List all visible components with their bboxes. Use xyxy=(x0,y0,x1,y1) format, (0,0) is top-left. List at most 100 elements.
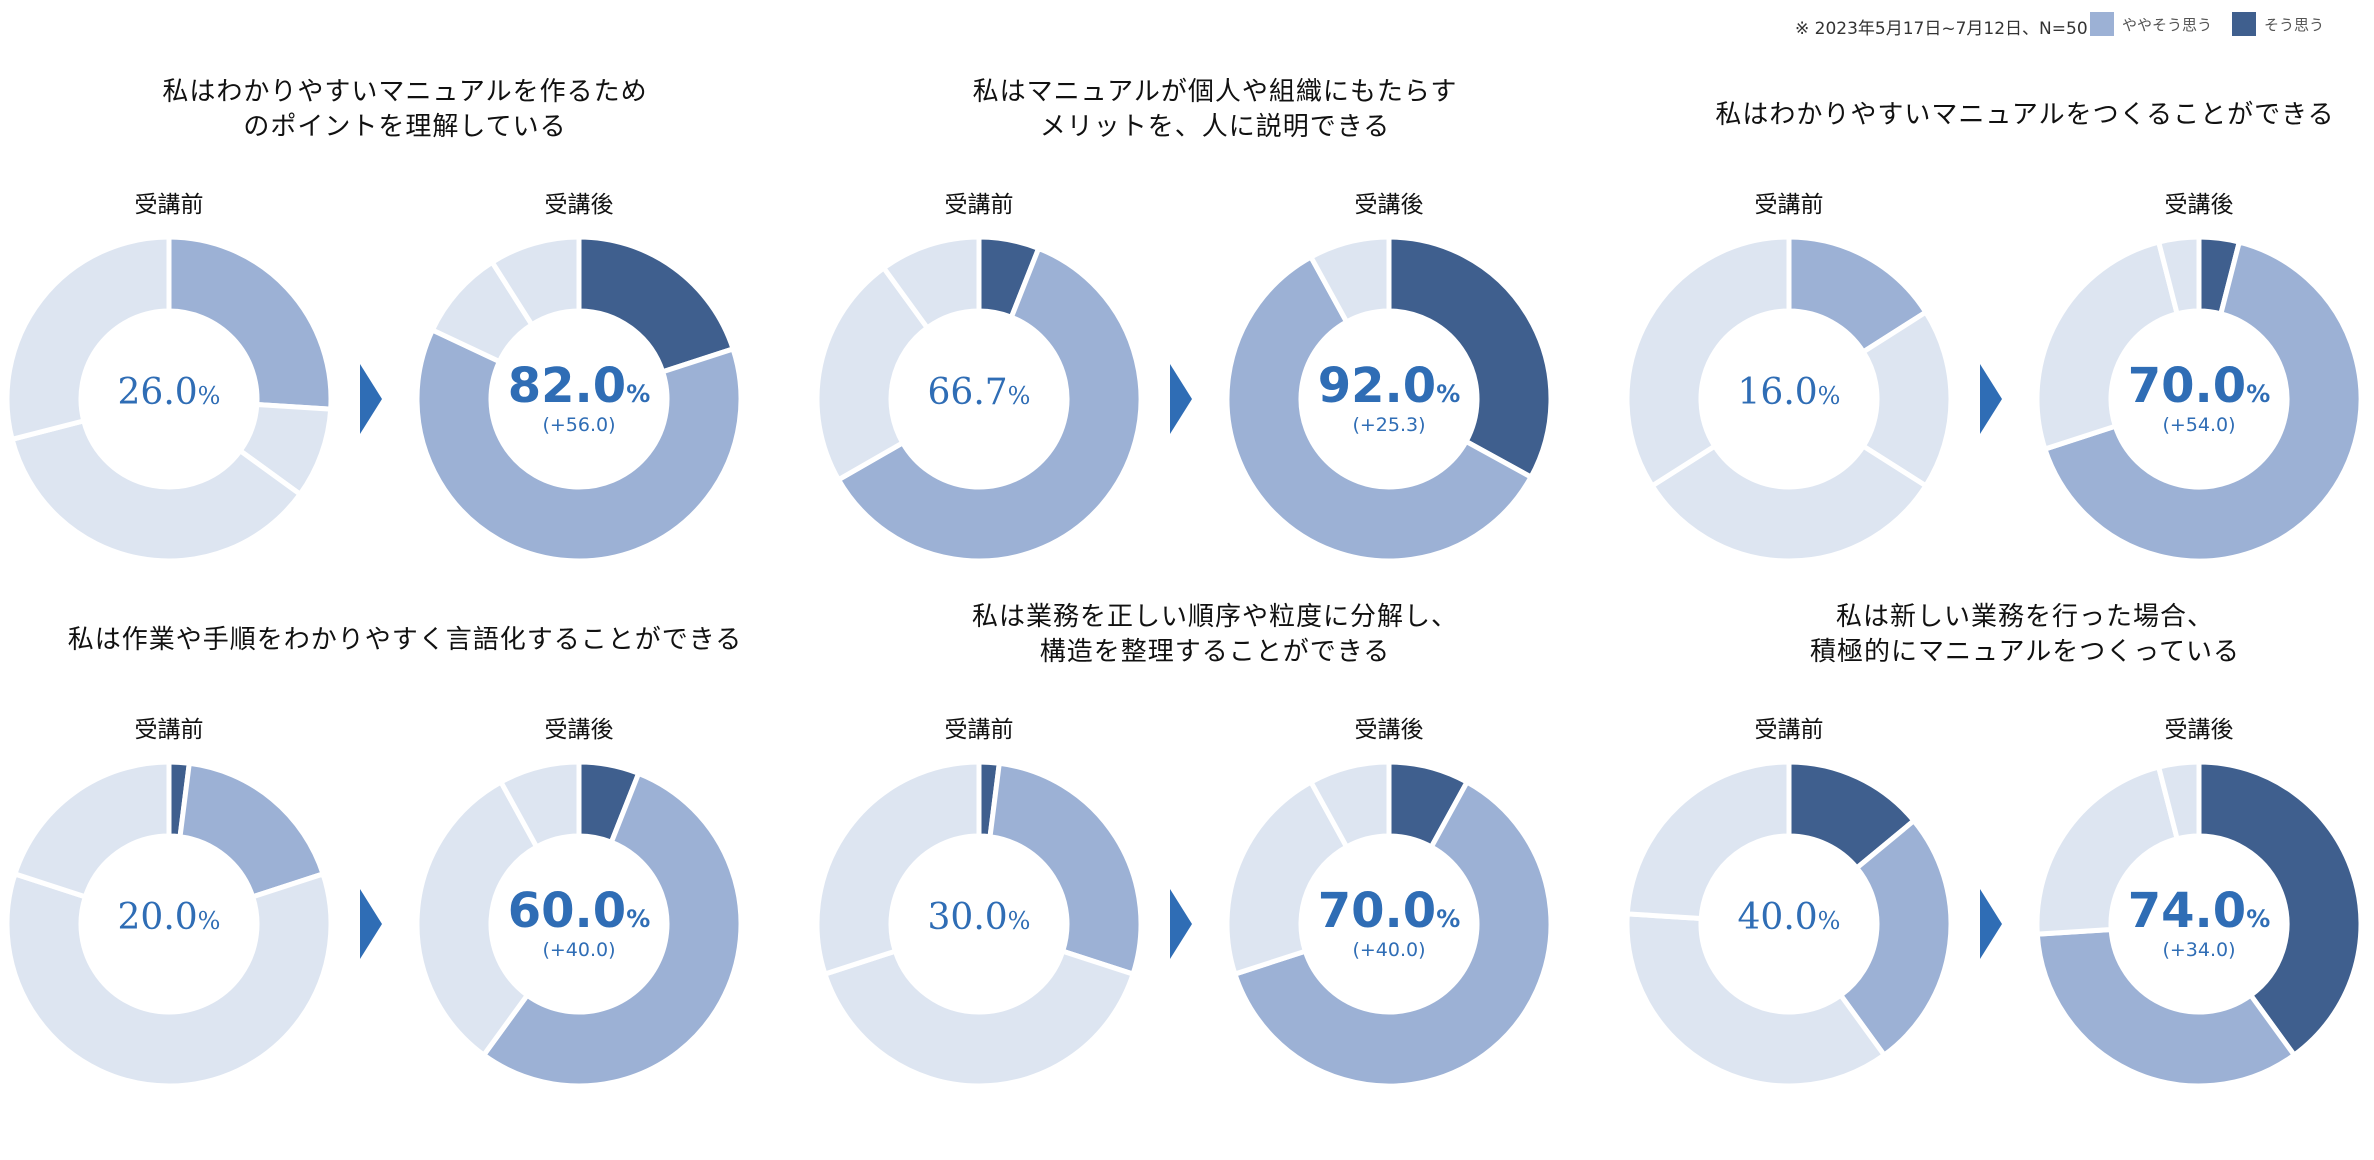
donut-before-segment-somewhat-disagree xyxy=(4,870,334,1089)
donut-after-segment-disagree xyxy=(2155,234,2202,317)
donut-after-svg xyxy=(1224,759,1554,1089)
donut-before-segment-somewhat-disagree xyxy=(1648,442,1930,564)
after-percentage-sign: % xyxy=(2246,380,2271,408)
donut-before-segment-somewhat-agree xyxy=(987,760,1144,978)
before-center-text: 20.0% xyxy=(0,897,338,938)
before-label: 受講前 xyxy=(944,192,1014,218)
donut-after-svg xyxy=(2034,759,2364,1089)
arrow-right-icon xyxy=(360,889,382,959)
chart-panel-3: 私はわかりやすいマニュアルをつくることができる 受講前 16.0% 受講後 70.0%(… xyxy=(1620,75,2374,635)
arrow-right-icon xyxy=(1980,364,2002,434)
donut-before: 66.7% xyxy=(810,230,1148,568)
donut-after-segment-disagree xyxy=(497,759,582,851)
after-delta: (+56.0) xyxy=(542,414,616,436)
donut-after-svg xyxy=(414,234,744,564)
donut-before-svg xyxy=(4,234,334,564)
after-percentage: 70.0% xyxy=(1220,883,1558,939)
donut-before-svg xyxy=(4,759,334,1089)
donut-before-segment-somewhat-agree xyxy=(177,760,327,900)
donut-before-segment-disagree xyxy=(1624,759,1792,922)
donut-after: 70.0% (+54.0) xyxy=(2030,230,2368,568)
after-percentage-sign: % xyxy=(1436,380,1461,408)
after-delta: (+34.0) xyxy=(2162,939,2236,961)
chart-title-line-1: 私はわかりやすいマニュアルをつくることができる xyxy=(1715,100,2335,130)
after-percentage-value: 70.0 xyxy=(2127,358,2247,414)
chart-title-line-1: 私は業務を正しい順序や粒度に分解し、 xyxy=(971,602,1458,632)
before-percentage: 30.0% xyxy=(810,897,1148,938)
donut-after: 74.0% (+34.0) xyxy=(2030,755,2368,1093)
donut-before: 20.0% xyxy=(0,755,338,1093)
before-percentage-value: 40.0 xyxy=(1737,897,1818,938)
donut-after-svg xyxy=(2034,234,2364,564)
after-label: 受講後 xyxy=(544,192,614,218)
after-center-text: 60.0% (+40.0) xyxy=(410,883,748,961)
legend-item-somewhat-agree: ややそう思う xyxy=(2090,12,2212,36)
before-center-text: 30.0% xyxy=(810,897,1148,938)
arrow-right-icon xyxy=(1170,364,1192,434)
donut-after: 92.0% (+25.3) xyxy=(1220,230,1558,568)
after-percentage-sign: % xyxy=(626,905,651,933)
after-percentage: 74.0% xyxy=(2030,883,2368,939)
donut-after-segment-somewhat-agree xyxy=(1231,778,1554,1089)
before-percentage-value: 20.0 xyxy=(117,897,198,938)
before-percentage-value: 30.0 xyxy=(927,897,1008,938)
legend-swatch-somewhat-agree xyxy=(2090,12,2114,36)
donut-after: 70.0% (+40.0) xyxy=(1220,755,1558,1093)
donut-before-segment-somewhat-disagree xyxy=(9,417,304,564)
legend-swatch-agree xyxy=(2232,12,2257,36)
donut-after-svg xyxy=(1224,234,1554,564)
donut-before-segment-somewhat-agree xyxy=(1837,817,1954,1059)
donut-after-segment-somewhat-agree xyxy=(480,770,744,1089)
donut-after: 60.0% (+40.0) xyxy=(410,755,748,1093)
donut-before-segment-disagree xyxy=(814,759,982,978)
donut-before-segment-somewhat-agree xyxy=(166,234,334,412)
donut-before: 30.0% xyxy=(810,755,1148,1093)
after-percentage-value: 92.0 xyxy=(1317,358,1437,414)
after-label: 受講後 xyxy=(1354,192,1424,218)
before-percentage: 40.0% xyxy=(1620,897,1958,938)
after-percentage: 70.0% xyxy=(2030,358,2368,414)
before-label: 受講前 xyxy=(944,717,1014,743)
before-percentage-sign: % xyxy=(1817,907,1841,935)
after-percentage: 82.0% xyxy=(410,358,748,414)
before-percentage-sign: % xyxy=(197,382,221,410)
after-percentage-sign: % xyxy=(626,380,651,408)
after-percentage-value: 82.0 xyxy=(507,358,627,414)
after-center-text: 74.0% (+34.0) xyxy=(2030,883,2368,961)
donut-before-segment-neutral xyxy=(1859,308,1954,490)
arrow-right-icon xyxy=(1170,889,1192,959)
donut-before-segment-somewhat-disagree xyxy=(1624,911,1888,1089)
chart-title-line-1: 私はわかりやすいマニュアルを作るため xyxy=(162,77,648,107)
donut-after-segment-agree xyxy=(576,234,737,375)
after-label: 受講後 xyxy=(544,717,614,743)
before-label: 受講前 xyxy=(1754,717,1824,743)
before-center-text: 40.0% xyxy=(1620,897,1958,938)
donut-before-svg xyxy=(1624,234,1954,564)
legend-label-somewhat-agree: ややそう思う xyxy=(2122,15,2213,34)
donut-before-segment-disagree xyxy=(880,234,982,332)
before-percentage-value: 16.0 xyxy=(1737,372,1818,413)
before-percentage-sign: % xyxy=(1007,907,1031,935)
donut-after-segment-somewhat-disagree xyxy=(2034,764,2181,937)
donut-after-segment-agree xyxy=(2196,759,2364,1059)
before-percentage: 26.0% xyxy=(0,372,338,413)
donut-before-segment-disagree xyxy=(1624,234,1792,490)
before-percentage-sign: % xyxy=(197,907,221,935)
donut-after-segment-agree xyxy=(1386,234,1554,481)
after-percentage-value: 70.0 xyxy=(1317,883,1437,939)
after-label: 受講後 xyxy=(2164,717,2234,743)
donut-after-segment-disagree xyxy=(1307,234,1392,326)
before-label: 受講前 xyxy=(134,192,204,218)
donut-before-segment-somewhat-disagree xyxy=(814,264,931,484)
donut-before-svg xyxy=(814,234,1144,564)
donut-before-segment-somewhat-disagree xyxy=(821,948,1137,1089)
after-percentage: 92.0% xyxy=(1220,358,1558,414)
before-percentage-sign: % xyxy=(1007,382,1031,410)
donut-before: 40.0% xyxy=(1620,755,1958,1093)
donut-after-segment-somewhat-agree xyxy=(2041,239,2364,564)
chart-title-line-1: 私はマニュアルが個人や組織にもたらす xyxy=(972,77,1458,107)
donut-after: 82.0% (+56.0) xyxy=(410,230,748,568)
donut-before-svg xyxy=(1624,759,1954,1089)
donut-after-segment-somewhat-agree xyxy=(1224,253,1535,564)
after-delta: (+40.0) xyxy=(542,939,616,961)
